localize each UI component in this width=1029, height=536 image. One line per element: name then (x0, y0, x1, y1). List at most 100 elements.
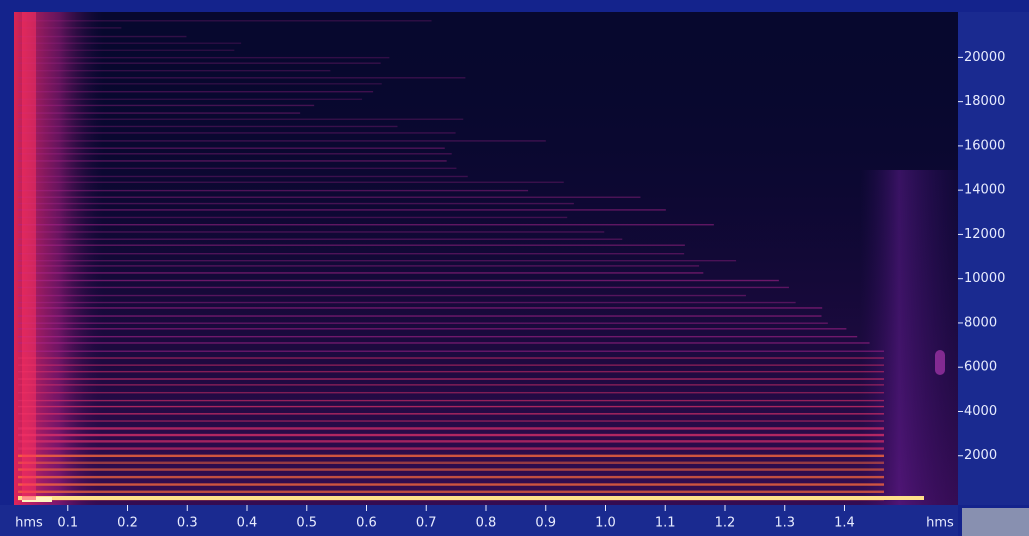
harmonic-band (18, 475, 884, 479)
x-tick-label: 0.3 (177, 516, 198, 531)
harmonic-band (18, 384, 884, 386)
harmonic-band (18, 35, 187, 38)
x-tick-label: 1.2 (715, 516, 736, 531)
x-tick-label: 0.4 (237, 516, 258, 531)
harmonic-band (18, 364, 884, 366)
harmonic-band (18, 209, 666, 211)
x-tick-label: 1.3 (774, 516, 795, 531)
harmonic-band (18, 98, 363, 101)
x-tick-label: 0.8 (476, 516, 497, 531)
harmonic-band (18, 62, 381, 64)
harmonic-band (18, 140, 546, 142)
harmonic-band (18, 83, 382, 85)
harmonic-band (18, 294, 746, 297)
y-tick-label: 20000 (964, 50, 1005, 65)
harmonic-band (18, 118, 464, 120)
y-tick-label: 16000 (964, 138, 1005, 153)
harmonic-band (18, 370, 884, 373)
y-tick-label: 4000 (964, 404, 997, 419)
harmonic-band (18, 27, 122, 29)
x-tick-label: 0.1 (57, 516, 78, 531)
harmonic-band (18, 328, 847, 330)
harmonic-band (18, 378, 884, 380)
y-tick-label: 12000 (964, 227, 1005, 242)
harmonic-band (18, 125, 398, 128)
corner-box (962, 508, 1029, 536)
harmonic-band (18, 244, 685, 246)
x-tick-label: 1.1 (655, 516, 676, 531)
x-tick-label: 1.4 (834, 516, 855, 531)
harmonic-band (18, 391, 884, 394)
harmonic-band (18, 224, 714, 226)
harmonic-band (18, 272, 704, 274)
harmonic-band (18, 216, 568, 219)
harmonic-band (18, 399, 884, 402)
harmonic-band (18, 307, 823, 309)
harmonic-band (18, 413, 884, 415)
harmonic-band (18, 490, 884, 493)
harmonic-band (18, 468, 884, 471)
harmonic-band (18, 461, 884, 464)
onset-column (22, 12, 36, 500)
x-tick-label: 0.6 (356, 516, 377, 531)
harmonic-band (18, 153, 452, 155)
harmonic-band (18, 454, 884, 458)
harmonic-band (18, 231, 605, 233)
harmonic-band (18, 91, 374, 93)
x-tick-label: 0.7 (416, 516, 437, 531)
harmonic-band (18, 447, 884, 450)
harmonic-band (18, 69, 331, 72)
harmonic-band (18, 420, 884, 422)
harmonic-band (18, 279, 779, 282)
harmonic-band (18, 350, 884, 352)
harmonic-band (18, 196, 641, 198)
x-axis-panel (0, 505, 958, 536)
harmonic-band (18, 49, 235, 51)
harmonic-band (18, 315, 822, 317)
release-blob (935, 350, 945, 375)
harmonic-band (18, 433, 884, 437)
harmonic-band (18, 265, 700, 267)
harmonic-band (18, 112, 301, 114)
harmonic-band (18, 147, 445, 149)
harmonic-band (18, 440, 884, 443)
harmonic-band (18, 104, 315, 107)
harmonic-band (18, 342, 870, 344)
harmonic-band (18, 322, 828, 324)
y-axis-panel (958, 12, 1029, 505)
x-tick-label: 0.2 (117, 516, 138, 531)
fundamental-core (22, 497, 52, 502)
harmonic-band (18, 238, 623, 240)
x-unit-label: hms (926, 516, 954, 531)
harmonic-band (18, 167, 457, 170)
y-tick-label: 6000 (964, 360, 997, 375)
harmonic-band (18, 357, 884, 359)
harmonic-band (18, 405, 884, 408)
harmonic-band (18, 189, 529, 192)
harmonic-band (18, 483, 884, 486)
harmonic-band (18, 20, 432, 22)
harmonic-band (18, 77, 466, 79)
x-tick-label: 0.5 (296, 516, 317, 531)
x-unit-label: hms (15, 516, 43, 531)
y-tick-label: 2000 (964, 448, 997, 463)
harmonic-band (18, 42, 242, 44)
y-tick-label: 8000 (964, 315, 997, 330)
harmonic-band (18, 286, 789, 289)
harmonic-band (18, 335, 858, 338)
fundamental-band (18, 496, 924, 500)
harmonic-band (18, 56, 390, 59)
harmonic-band (18, 160, 447, 162)
y-tick-label: 10000 (964, 271, 1005, 286)
harmonic-band (18, 175, 468, 178)
plot-area (14, 12, 958, 505)
harmonic-band (18, 181, 564, 183)
x-tick-label: 0.9 (535, 516, 556, 531)
y-tick-label: 18000 (964, 94, 1005, 109)
harmonic-band (18, 132, 456, 134)
x-tick-label: 1.0 (595, 516, 616, 531)
harmonic-band (18, 202, 574, 205)
low-energy-haze (14, 12, 958, 505)
